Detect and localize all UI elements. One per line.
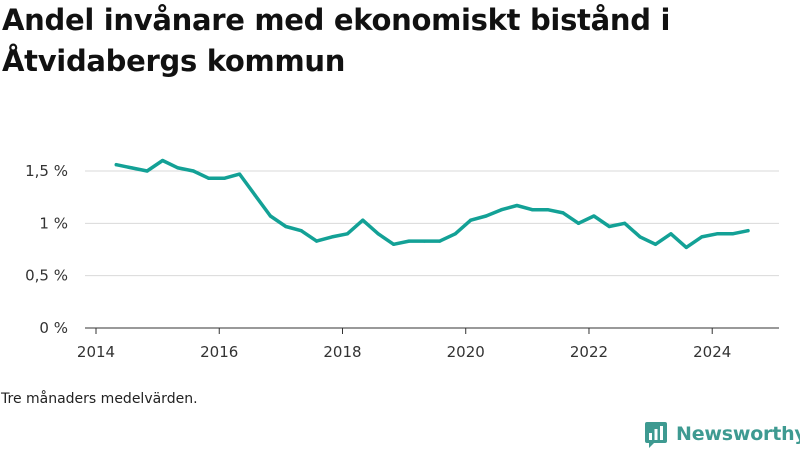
- data-point: [222, 176, 226, 180]
- data-point: [530, 208, 534, 212]
- y-axis-ticks: 0 % 0,5 % 1 % 1,5 %: [25, 162, 68, 337]
- data-point: [299, 229, 303, 233]
- data-point: [315, 239, 319, 243]
- data-point: [746, 229, 750, 233]
- data-point: [176, 166, 180, 170]
- footnote: Tre månaders medelvärden.: [1, 391, 198, 407]
- data-point: [207, 176, 211, 180]
- data-point: [376, 232, 380, 236]
- data-point: [700, 235, 704, 239]
- x-tick-label: 2020: [447, 343, 485, 361]
- data-point: [623, 221, 627, 225]
- data-point: [284, 224, 288, 229]
- grid-lines: [85, 170, 779, 277]
- data-point: [330, 235, 334, 239]
- data-point: [561, 211, 565, 215]
- x-tick-label: 2024: [693, 343, 731, 361]
- data-point: [114, 163, 118, 167]
- data-point: [392, 242, 396, 246]
- data-point: [407, 239, 411, 243]
- data-point: [576, 221, 581, 225]
- brand-name: Newsworthy: [676, 423, 800, 445]
- brand[interactable]: Newsworthy: [645, 419, 800, 449]
- data-point: [607, 224, 611, 229]
- data-point: [237, 172, 242, 176]
- data-point: [268, 214, 272, 218]
- data-point: [191, 169, 195, 173]
- data-point: [515, 203, 519, 208]
- y-tick-label: 1,5 %: [25, 162, 68, 180]
- data-point: [438, 239, 442, 243]
- x-tick-label: 2014: [77, 343, 115, 361]
- y-tick-label: 0 %: [39, 319, 68, 337]
- data-point: [684, 245, 688, 250]
- data-point: [422, 239, 427, 243]
- data-point: [499, 208, 504, 212]
- series-line: [114, 158, 750, 250]
- x-axis-ticks: 2014 2016 2018 2020 2022 2024: [77, 328, 731, 361]
- data-point: [730, 232, 735, 236]
- series-layer: [114, 158, 750, 250]
- chart-title: Andel invånare med ekonomiskt bistånd i …: [2, 3, 671, 78]
- x-tick-label: 2022: [570, 343, 608, 361]
- data-point: [669, 232, 673, 236]
- data-point: [130, 166, 134, 170]
- newsworthy-logo-icon: [645, 421, 667, 448]
- y-tick-label: 0,5 %: [25, 267, 68, 285]
- data-point: [484, 214, 488, 218]
- data-point: [638, 235, 642, 239]
- data-point: [546, 208, 550, 212]
- data-point: [653, 242, 658, 246]
- x-tick-label: 2018: [323, 343, 361, 361]
- data-point: [345, 232, 350, 236]
- data-point: [469, 218, 473, 222]
- x-tick-label: 2016: [200, 343, 238, 361]
- data-point: [453, 232, 457, 236]
- data-point: [160, 158, 165, 163]
- data-point: [715, 232, 719, 236]
- data-point: [145, 169, 149, 173]
- data-point: [253, 193, 257, 197]
- data-point: [361, 218, 365, 222]
- data-point: [592, 214, 596, 218]
- y-tick-label: 1 %: [39, 214, 68, 232]
